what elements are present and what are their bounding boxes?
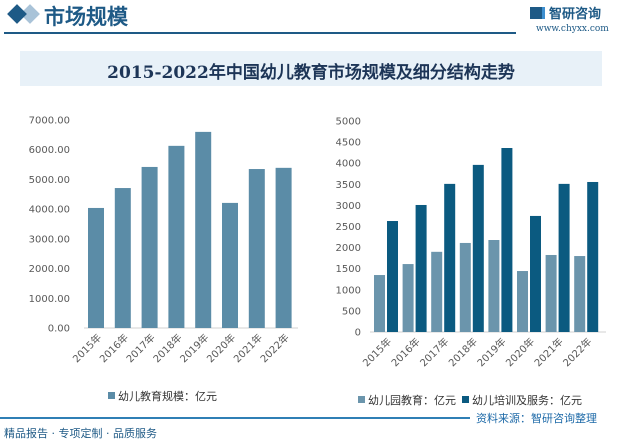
y-tick-label: 3000.00	[29, 234, 70, 245]
y-tick-label: 6000.00	[29, 145, 70, 156]
x-tick-label: 2020年	[204, 331, 238, 365]
y-tick-label: 4000.00	[29, 205, 70, 216]
x-tick-label: 2018年	[150, 331, 184, 365]
bar-2021年-0	[545, 254, 557, 332]
y-tick-label: 1500	[336, 264, 361, 275]
title-banner: 2015-2022年中国幼儿教育市场规模及细分结构走势	[20, 51, 602, 86]
bar-2018年-1	[472, 164, 484, 332]
y-tick-label: 0	[355, 328, 361, 339]
y-tick-label: 5000.00	[29, 175, 70, 186]
y-tick-label: 0.00	[48, 324, 70, 335]
bar-2016年-1	[415, 204, 427, 332]
bar-2019年-0	[488, 240, 500, 332]
x-tick-label: 2022年	[257, 331, 291, 365]
y-tick-label: 7000.00	[29, 116, 70, 127]
bar-2017年-1	[444, 183, 456, 332]
chart-title: 2015-2022年中国幼儿教育市场规模及细分结构走势	[107, 63, 515, 83]
x-tick-label: 2021年	[231, 331, 265, 365]
y-tick-label: 3500	[336, 180, 361, 191]
legend-swatch	[358, 396, 365, 403]
bar-2022年-0	[275, 167, 292, 328]
footer-divider	[0, 417, 620, 419]
bar-2022年-1	[587, 181, 599, 332]
bar-2016年-0	[402, 264, 414, 332]
y-tick-label: 1000	[336, 285, 361, 296]
bar-2015年-0	[88, 207, 104, 328]
x-tick-label: 2021年	[531, 335, 565, 369]
legend-label: 幼儿培训及服务：亿元	[472, 393, 582, 407]
footer-tagline: 精品报告 · 专项定制 · 品质服务	[4, 427, 157, 440]
bar-2020年-0	[517, 271, 528, 332]
bar-2015年-0	[374, 275, 385, 332]
x-tick-label: 2016年	[97, 331, 131, 365]
bar-2018年-0	[168, 145, 185, 328]
legend-swatch	[108, 392, 115, 399]
brand-url: www.chyxx.com	[536, 24, 609, 34]
bar-2017年-0	[141, 166, 158, 328]
y-tick-label: 2000	[336, 243, 361, 254]
x-tick-label: 2019年	[474, 335, 508, 369]
x-tick-label: 2017年	[417, 335, 451, 369]
section-title: 市场规模	[44, 4, 128, 29]
x-tick-label: 2015年	[360, 335, 394, 369]
bar-2018年-0	[459, 242, 471, 332]
y-tick-label: 4000	[336, 159, 361, 170]
x-tick-label: 2022年	[560, 335, 594, 369]
x-tick-label: 2016年	[388, 335, 422, 369]
bar-2020年-1	[530, 215, 541, 332]
bar-2016年-0	[114, 188, 131, 328]
y-tick-label: 5000	[336, 117, 361, 128]
legend-label: 幼儿园教育：亿元	[368, 393, 456, 407]
brand-name: 智研咨询	[549, 7, 602, 22]
y-tick-label: 2500	[336, 222, 361, 233]
y-tick-label: 1000.00	[29, 294, 70, 305]
x-tick-label: 2018年	[446, 335, 480, 369]
x-tick-label: 2019年	[177, 331, 211, 365]
header-divider	[4, 32, 516, 34]
legend-swatch	[462, 396, 469, 403]
y-tick-label: 4500	[336, 138, 361, 149]
bar-2021年-1	[558, 183, 570, 332]
bar-2017年-0	[431, 251, 443, 332]
brand-logo: 智研咨询	[530, 3, 601, 22]
bar-2015年-1	[387, 221, 398, 332]
bar-2022年-0	[574, 256, 586, 332]
brand-icon	[530, 7, 545, 19]
x-tick-label: 2017年	[123, 331, 157, 365]
bar-2019年-1	[501, 148, 513, 332]
bar-2021年-0	[248, 169, 265, 328]
source-note: 资料来源：智研咨询整理	[476, 412, 597, 425]
y-tick-label: 2000.00	[29, 264, 70, 275]
footer-gap	[470, 417, 620, 419]
x-tick-label: 2015年	[70, 331, 104, 365]
legend-label: 幼儿教育规模：亿元	[118, 389, 217, 403]
x-tick-label: 2020年	[503, 335, 537, 369]
y-tick-label: 3000	[336, 201, 361, 212]
bar-2020年-0	[222, 202, 238, 328]
bar-2019年-0	[195, 131, 212, 328]
y-tick-label: 500	[342, 306, 361, 317]
